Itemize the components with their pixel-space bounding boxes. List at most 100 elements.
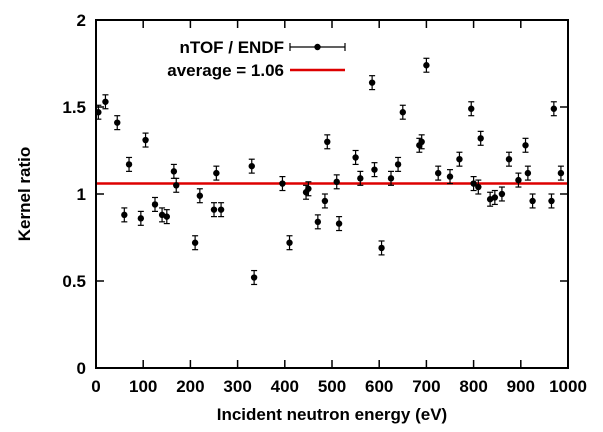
data-point [550,101,558,117]
x-tick-label: 700 [412,377,440,396]
point-marker [423,62,430,69]
point-marker [114,119,121,126]
point-marker [173,182,180,189]
data-point [305,181,312,197]
data-point [357,170,364,186]
point-marker [548,197,555,205]
legend: nTOF / ENDF average = 1.06 [167,38,346,80]
point-marker [151,201,159,208]
data-point [279,176,286,192]
point-marker [446,173,454,180]
y-axis-title: Kernel ratio [15,147,34,241]
x-tick-label: 1000 [549,377,587,396]
point-marker [468,105,475,112]
data-point [137,210,145,226]
x-tick-label: 600 [365,377,393,396]
data-point [213,165,220,181]
data-point [95,104,102,120]
point-marker [142,136,149,144]
x-tick-label: 900 [507,377,535,396]
point-marker [250,274,258,281]
data-point [456,151,463,167]
y-tick-label: 1.5 [62,98,86,117]
point-marker [505,156,513,163]
y-tick-label: 0.5 [62,272,86,291]
point-marker [357,175,364,182]
data-point [387,170,395,186]
point-marker [387,175,395,182]
legend-marker [314,43,321,51]
data-point [446,169,454,185]
point-marker [475,183,482,191]
x-tick-label: 100 [129,377,157,396]
data-point [314,214,322,230]
data-point [498,186,506,202]
data-point [125,156,133,172]
x-axis-title: Incident neutron energy (eV) [217,405,447,424]
point-marker [286,239,293,246]
legend-label-average: average = 1.06 [167,61,284,80]
point-marker [333,178,340,186]
data-point [468,101,475,117]
data-point [324,134,331,150]
x-tick-label: 400 [271,377,299,396]
legend-label-ntof: nTOF / ENDF [179,38,284,57]
point-marker [102,98,109,105]
data-point [210,202,218,218]
point-marker [125,161,133,168]
data-point [142,132,149,148]
data-point [352,149,359,166]
point-marker [170,168,178,175]
point-marker [352,154,359,161]
data-point [529,193,536,209]
point-marker [191,239,199,246]
point-marker [210,206,218,213]
point-marker [550,105,558,112]
data-point [170,163,178,179]
point-marker [324,138,331,145]
ticks-layer: 0 100 200 300 400 500 600 700 800 900 1000 0 0.5 1 1.5… [62,11,587,396]
x-tick-label: 300 [223,377,251,396]
point-marker [435,169,442,177]
data-point [102,94,109,110]
data-point [335,216,343,232]
data-point [491,189,499,206]
data-point [477,130,484,146]
point-marker [248,162,255,170]
point-marker [399,109,406,116]
point-marker [557,169,565,177]
data-point [557,165,565,181]
data-point [486,191,494,207]
data-point [321,193,329,209]
data-point [548,193,555,209]
x-tick-label: 200 [176,377,204,396]
point-marker [477,135,484,142]
data-point [163,209,170,225]
point-marker [217,206,225,213]
data-point [151,196,159,212]
data-point [378,240,385,256]
point-marker [314,218,322,226]
point-marker [371,166,378,173]
data-point [475,179,482,195]
legend-symbol-ntof [289,43,346,51]
point-marker [522,142,529,149]
data-point [505,151,513,167]
point-marker [213,169,220,177]
data-point [435,165,442,181]
point-marker [121,211,128,219]
point-marker [418,138,425,145]
data-points-layer [95,57,565,286]
x-tick-label: 500 [318,377,346,396]
data-point [470,176,477,192]
data-point [333,174,340,190]
data-point [286,235,293,251]
x-tick-label: 0 [91,377,100,396]
point-marker [196,192,204,199]
point-marker [524,169,532,177]
x-tick-label: 800 [459,377,487,396]
point-marker [515,176,522,184]
point-marker [456,156,463,163]
point-marker [163,213,170,220]
